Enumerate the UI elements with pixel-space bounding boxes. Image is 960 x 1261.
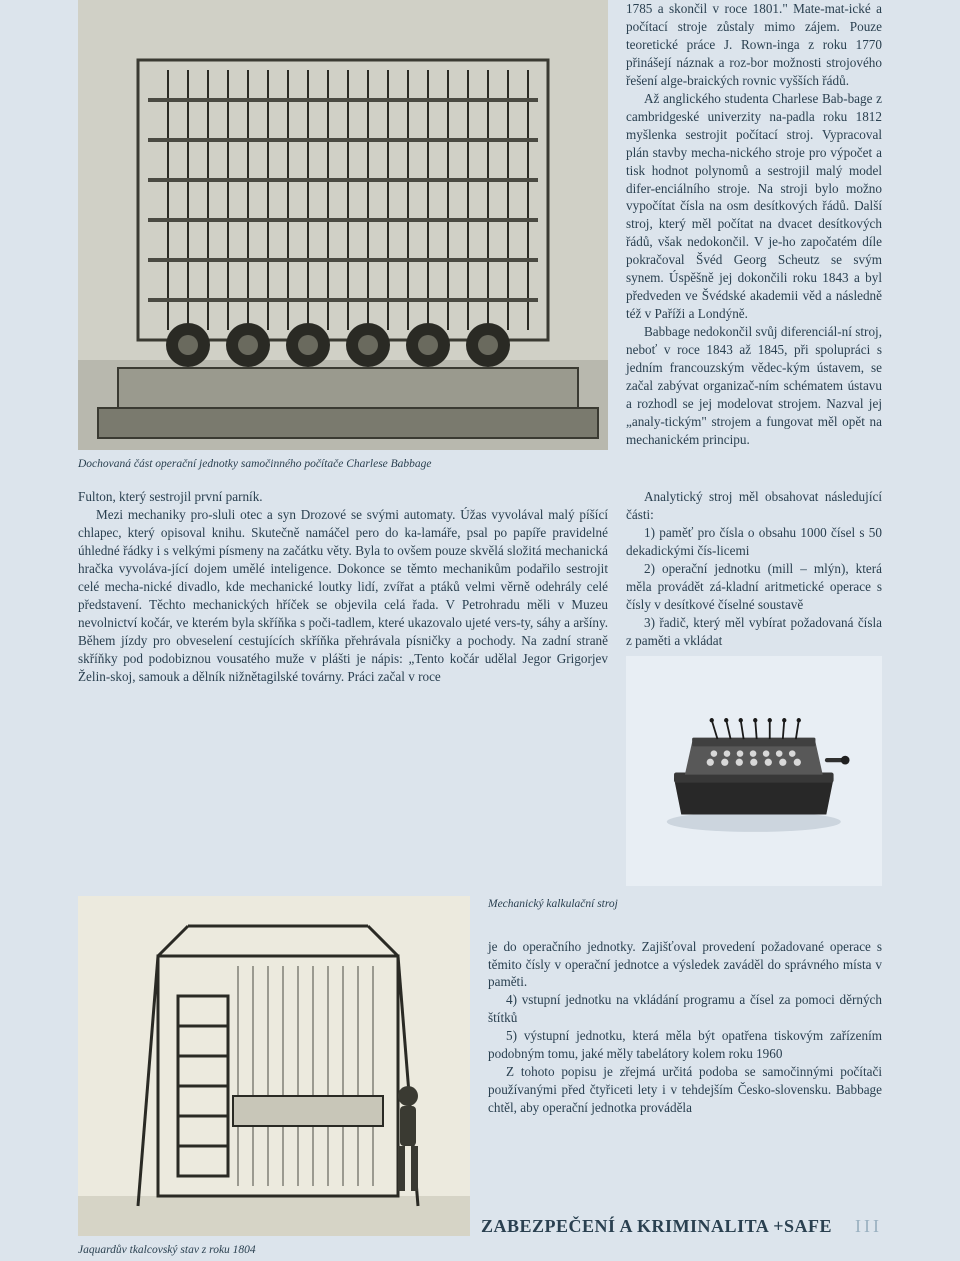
page-footer: ZABEZPEČENÍ A KRIMINALITA +SAFE III bbox=[481, 1216, 882, 1237]
left-column-mid: Fulton, který sestrojil první parník. Me… bbox=[78, 476, 608, 886]
footer-page-number: III bbox=[855, 1216, 882, 1236]
para-w2: 1) paměť pro čísla o obsahu 1000 čísel s… bbox=[626, 524, 882, 560]
para-b1: je do operačního jednotky. Zajišťoval pr… bbox=[488, 938, 882, 992]
figure2-caption: Jaquardův tkalcovský stav z roku 1804 bbox=[78, 1244, 470, 1256]
para-b3: 5) výstupní jednotku, která měla být opa… bbox=[488, 1027, 882, 1063]
right-column-top: 1785 a skončil v roce 1801." Mate-mat-ic… bbox=[626, 0, 882, 470]
figure3-image bbox=[626, 656, 882, 886]
right-column-bottom: Mechanický kalkulační stroj je do operač… bbox=[488, 896, 882, 1256]
footer-title: ZABEZPEČENÍ A KRIMINALITA +SAFE bbox=[481, 1216, 832, 1236]
para-l2: Mezi mechaniky pro-sluli otec a syn Droz… bbox=[78, 506, 608, 686]
figure2-block: Jaquardův tkalcovský stav z roku 1804 bbox=[78, 896, 470, 1256]
para-r1: 1785 a skončil v roce 1801." Mate-mat-ic… bbox=[626, 0, 882, 90]
para-w4: 3) řadič, který měl vybírat požadovaná č… bbox=[626, 614, 882, 650]
para-b2: 4) vstupní jednotku na vkládání programu… bbox=[488, 991, 882, 1027]
right-column-mid: Analytický stroj měl obsahovat následují… bbox=[626, 476, 882, 886]
figure1-image bbox=[78, 0, 608, 450]
figure1-caption: Dochovaná část operační jednotky samočin… bbox=[78, 458, 608, 470]
figure1-block: Dochovaná část operační jednotky samočin… bbox=[78, 0, 608, 470]
figure2-image bbox=[78, 896, 470, 1236]
para-w1: Analytický stroj měl obsahovat následují… bbox=[626, 488, 882, 524]
para-b4: Z tohoto popisu je zřejmá určitá podoba … bbox=[488, 1063, 882, 1117]
para-r2: Až anglického studenta Charlese Bab-bage… bbox=[626, 90, 882, 323]
para-l1: Fulton, který sestrojil první parník. bbox=[78, 488, 608, 506]
para-r3: Babbage nedokončil svůj diferenciál-ní s… bbox=[626, 323, 882, 449]
figure3-caption: Mechanický kalkulační stroj bbox=[488, 898, 882, 910]
para-w3: 2) operační jednotku (mill – mlýn), kter… bbox=[626, 560, 882, 614]
